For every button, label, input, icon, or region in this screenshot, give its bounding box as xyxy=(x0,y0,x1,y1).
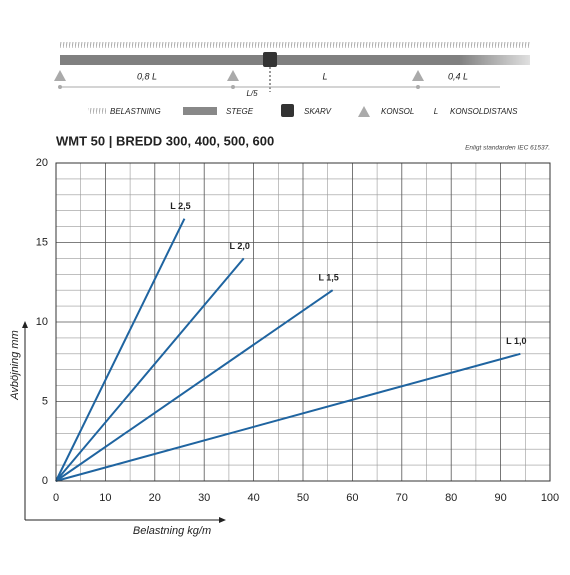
legend-swatch xyxy=(281,104,294,117)
x-axis-title: Belastning kg/m xyxy=(133,525,211,537)
span-label: 0,4 L xyxy=(448,71,468,81)
x-tick-label: 70 xyxy=(396,492,408,504)
support xyxy=(412,70,424,81)
load-hatch xyxy=(60,42,530,48)
plot-border xyxy=(55,162,551,482)
legend-label: BELASTNING xyxy=(110,107,161,116)
x-tick-label: 80 xyxy=(445,492,457,504)
legend-symbol: L xyxy=(434,107,438,116)
series-label: L 1,0 xyxy=(506,336,526,346)
chart-subtitle: Enligt standarden IEC 61537. xyxy=(465,145,550,152)
x-tick-label: 10 xyxy=(99,492,111,504)
x-tick-label: 90 xyxy=(494,492,506,504)
chart-title: WMT 50 | BREDD 300, 400, 500, 600 xyxy=(56,133,274,148)
span-label: L xyxy=(322,71,327,81)
y-axis-title: Avböjning mm xyxy=(9,330,21,401)
x-tick-label: 30 xyxy=(198,492,210,504)
series-line xyxy=(55,352,521,482)
y-tick-label: 5 xyxy=(42,395,48,407)
legend-label: KONSOL xyxy=(381,107,414,116)
dim-dot xyxy=(416,85,420,89)
series-line xyxy=(55,289,334,482)
beam xyxy=(60,55,530,65)
x-tick-label: 20 xyxy=(149,492,161,504)
x-tick-label: 50 xyxy=(297,492,309,504)
legend-swatch xyxy=(88,108,106,114)
x-tick-label: 100 xyxy=(541,492,559,504)
x-tick-label: 0 xyxy=(53,492,59,504)
support xyxy=(54,70,66,81)
series-label: L 2,5 xyxy=(170,201,190,211)
splice xyxy=(263,52,277,67)
series-line xyxy=(55,257,245,482)
y-tick-label: 10 xyxy=(36,316,48,328)
span-label: 0,8 L xyxy=(137,71,157,81)
x-tick-label: 40 xyxy=(247,492,259,504)
series-line xyxy=(55,218,186,482)
dim-dot xyxy=(58,85,62,89)
y-tick-label: 20 xyxy=(36,157,48,169)
legend-label: SKARV xyxy=(304,107,332,116)
y-tick-label: 15 xyxy=(36,236,48,248)
splice-label: L/5 xyxy=(246,89,258,98)
series-label: L 2,0 xyxy=(230,241,250,251)
legend-label: KONSOLDISTANS xyxy=(450,107,518,116)
series-label: L 1,5 xyxy=(318,273,338,283)
y-tick-label: 0 xyxy=(42,475,48,487)
legend-swatch xyxy=(358,106,370,117)
plot: 0 10 20 30 40 50 60 70 80 90 100 0 5 10 15 20 L 2,5 L 2,0… xyxy=(36,157,559,504)
x-tick-label: 60 xyxy=(346,492,358,504)
legend-swatch xyxy=(183,107,217,115)
legend-label: STEGE xyxy=(226,107,254,116)
dim-dot xyxy=(231,85,235,89)
support xyxy=(227,70,239,81)
